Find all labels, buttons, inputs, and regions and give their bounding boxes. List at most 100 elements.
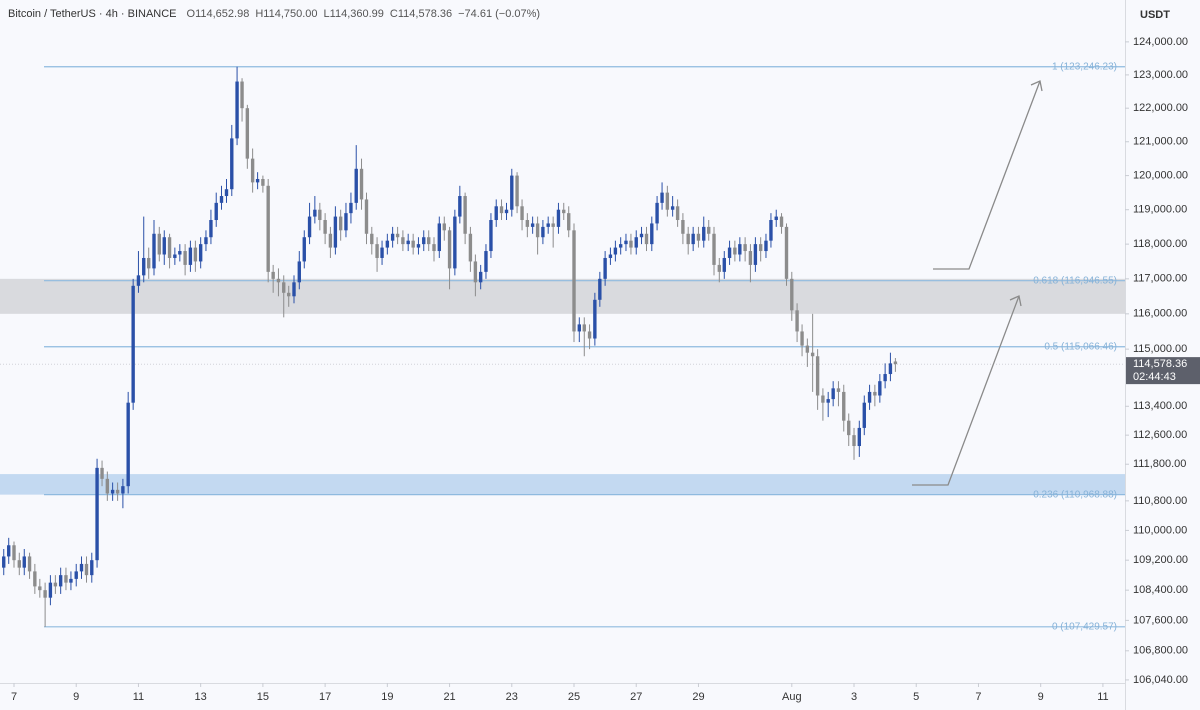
y-tick-label: 124,000.00	[1133, 36, 1188, 48]
candle-body	[577, 324, 581, 332]
x-tick-label: 27	[630, 691, 642, 703]
candle-body	[556, 209, 561, 227]
fib-label: 0.5 (115,066.46)	[1044, 341, 1117, 352]
candle-body	[115, 489, 120, 494]
candle-body	[598, 278, 602, 300]
candle-body	[478, 271, 483, 283]
candle-body	[582, 324, 586, 332]
candle-body	[370, 233, 374, 245]
candle-body	[826, 399, 830, 403]
candle-body	[535, 223, 540, 238]
header: Bitcoin / TetherUS · 4h · BINANCE O114,65…	[8, 8, 540, 20]
candle-body	[33, 571, 37, 587]
axes: 124,000.00 123,000.00 122,000.00 121,000.00…	[11, 36, 1200, 703]
candle-body	[805, 345, 810, 353]
candle-body	[38, 586, 42, 591]
candle-body	[219, 196, 224, 203]
candle-body	[162, 237, 166, 255]
candle-body	[142, 257, 146, 276]
candle-body	[743, 244, 747, 252]
candle-body	[74, 571, 78, 579]
candle-body	[198, 244, 203, 262]
candle-body	[209, 220, 213, 238]
zone	[0, 474, 1125, 495]
candle-body	[126, 402, 130, 487]
candle-body	[733, 247, 737, 255]
symbol: Bitcoin / TetherUS · 4h · BINANCE	[8, 8, 177, 20]
candle-body	[473, 261, 478, 283]
candle-body	[484, 251, 488, 272]
candle-body	[245, 108, 250, 159]
candle-body	[69, 578, 73, 583]
candle-body	[458, 196, 462, 217]
candle-body	[214, 202, 218, 221]
fib-label: 1 (123,246.23)	[1052, 61, 1117, 72]
candle-body	[665, 192, 670, 210]
candle-body	[893, 361, 898, 365]
candle-body	[432, 244, 436, 252]
candle-body	[748, 251, 753, 265]
arrow	[933, 80, 1041, 270]
candle-body	[193, 247, 198, 262]
candle-body	[758, 244, 763, 252]
countdown: 02:44:43	[1133, 371, 1176, 383]
candle-body	[867, 391, 872, 403]
candle-body	[437, 223, 441, 252]
candle-body	[121, 486, 125, 494]
fib-label: 0 (107,429.57)	[1052, 621, 1117, 632]
candle-body	[779, 216, 784, 227]
candle-body	[157, 233, 161, 255]
candle-body	[795, 310, 799, 332]
candle-body	[22, 556, 26, 568]
change: −74.61 (−0.07%)	[458, 8, 540, 20]
candle-body	[240, 81, 244, 109]
candle-body	[328, 233, 333, 248]
candle-body	[831, 388, 835, 400]
candle-body	[562, 209, 566, 214]
candle-body	[847, 420, 851, 436]
candle-body	[95, 467, 99, 561]
y-tick-label: 120,000.00	[1133, 169, 1188, 181]
ohlc-value: 114,578.36	[398, 8, 452, 20]
y-tick-label: 107,600.00	[1133, 614, 1188, 626]
candle-body	[608, 254, 613, 258]
x-tick-label: 5	[913, 691, 919, 703]
candle-body	[136, 275, 141, 286]
candle-body	[644, 233, 649, 245]
candle-body	[702, 226, 706, 241]
candle-body	[349, 202, 353, 214]
candle-body	[468, 233, 473, 262]
y-tick-label: 106,040.00	[1133, 674, 1188, 686]
candle-body	[722, 257, 726, 272]
candle-body	[670, 206, 675, 210]
y-tick-label: 112,600.00	[1133, 429, 1187, 441]
fib-label: 0.236 (110,968.88)	[1033, 489, 1117, 500]
last-price-box	[1126, 357, 1200, 385]
candle-body	[266, 185, 270, 272]
candle-body	[525, 220, 530, 227]
arrow	[912, 295, 1020, 486]
candle-body	[110, 489, 115, 494]
y-tick-label: 111,800.00	[1133, 458, 1186, 470]
candle-body	[499, 206, 504, 214]
candle-body	[815, 356, 820, 396]
candle-body	[530, 223, 535, 227]
x-tick-label: 13	[195, 691, 207, 703]
candle-body	[422, 237, 426, 245]
candle-body	[712, 233, 716, 265]
candle-body	[660, 192, 664, 203]
x-tick-label: 11	[133, 691, 144, 703]
candle-body	[354, 168, 358, 203]
candle-body	[696, 233, 701, 241]
candle-body	[406, 240, 410, 245]
candle-body	[17, 560, 21, 568]
candle-body	[84, 563, 89, 576]
candle-body	[427, 237, 431, 245]
candle-body	[302, 237, 306, 262]
candle-body	[453, 216, 457, 269]
candle-body	[764, 240, 768, 252]
candle-body	[790, 278, 794, 311]
candle-body	[79, 563, 84, 572]
candle-body	[167, 237, 172, 258]
candle-body	[515, 175, 519, 207]
